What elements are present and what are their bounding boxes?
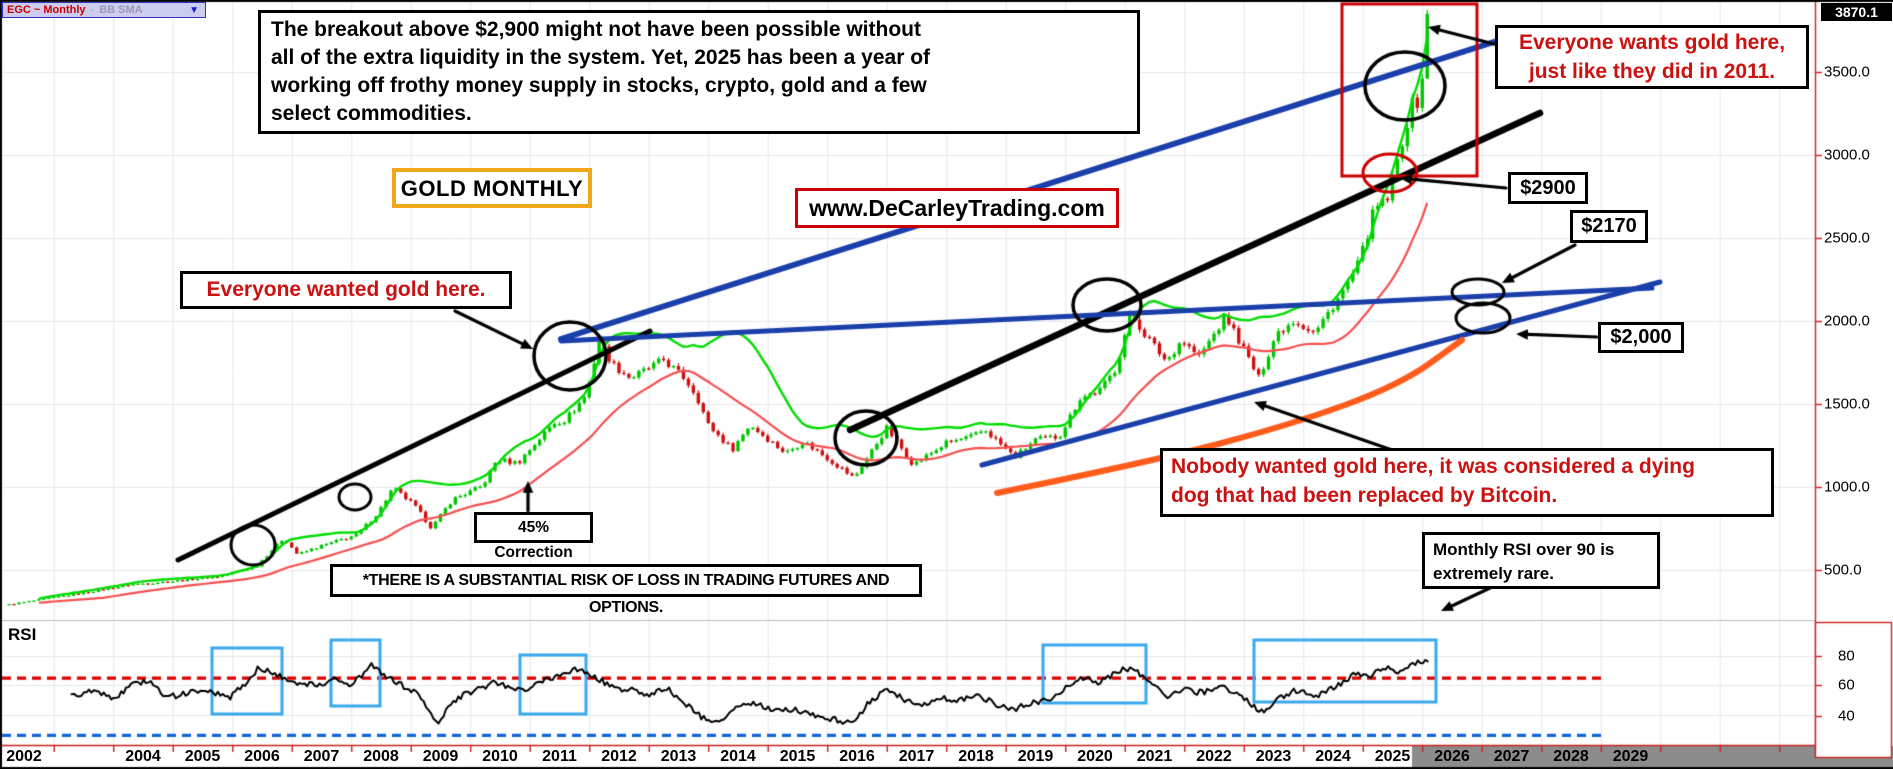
year-label: 2021 bbox=[1136, 748, 1173, 765]
rsi-tick-label: 60 bbox=[1838, 676, 1855, 694]
annotation-line: extremely rare. bbox=[1433, 563, 1554, 583]
annotation-liquidity-note[interactable]: The breakout above $2,900 might not have… bbox=[258, 10, 1140, 134]
annotation-line: Everyone wants gold here, bbox=[1518, 31, 1786, 54]
price-label-2000[interactable]: $2,000 bbox=[1598, 322, 1684, 353]
price-tick-label: 1000.0 bbox=[1824, 478, 1870, 496]
risk-disclaimer: *THERE IS A SUBSTANTIAL RISK OF LOSS IN … bbox=[330, 564, 922, 616]
year-label: 2017 bbox=[898, 748, 935, 765]
annotation-rsi-rare[interactable]: Monthly RSI over 90 is extremely rare. bbox=[1422, 532, 1660, 589]
year-label: 2022 bbox=[1196, 748, 1232, 765]
annotation-wants-now[interactable]: Everyone wants gold here, just like they… bbox=[1495, 25, 1809, 89]
annotation-line: dog that had been replaced by Bitcoin. bbox=[1171, 483, 1558, 507]
year-label: 2018 bbox=[958, 748, 994, 765]
year-label: 2015 bbox=[779, 748, 816, 765]
year-label: 2010 bbox=[482, 748, 518, 765]
rsi-pane-label: RSI bbox=[8, 625, 37, 644]
rsi-tick-label: 40 bbox=[1838, 707, 1855, 725]
year-label: 2013 bbox=[660, 748, 697, 765]
year-label: 2024 bbox=[1315, 748, 1351, 765]
rsi-tick-label: 80 bbox=[1838, 647, 1855, 665]
chevron-down-icon[interactable]: ▼ bbox=[189, 4, 199, 16]
annotation-line: all of the extra liquidity in the system… bbox=[271, 45, 931, 69]
symbol-label: EGC ~ Monthly bbox=[7, 4, 86, 16]
year-label: 2016 bbox=[839, 748, 875, 765]
year-label: 2007 bbox=[303, 748, 340, 765]
year-label: 2020 bbox=[1077, 748, 1113, 765]
price-tick-label: 1500.0 bbox=[1824, 395, 1870, 413]
annotation-line: select commodities. bbox=[271, 101, 472, 125]
price-tick-label: 3500.0 bbox=[1824, 63, 1870, 81]
price-label-2170[interactable]: $2170 bbox=[1570, 210, 1648, 243]
year-label: 2025 bbox=[1374, 748, 1411, 765]
chart-title-badge[interactable]: GOLD MONTHLY bbox=[392, 168, 592, 208]
symbol-separator: - bbox=[90, 4, 95, 16]
year-label: 2019 bbox=[1017, 748, 1054, 765]
annotation-wanted-2011[interactable]: Everyone wanted gold here. bbox=[180, 271, 512, 309]
price-tick-label: 2500.0 bbox=[1824, 229, 1870, 247]
year-label: 2006 bbox=[244, 748, 280, 765]
annotation-line: Nobody wanted gold here, it was consider… bbox=[1171, 455, 1695, 478]
price-tick-label: 500.0 bbox=[1824, 561, 1862, 579]
year-label: 2028 bbox=[1553, 748, 1589, 765]
annotation-line: working off frothy money supply in stock… bbox=[271, 73, 927, 97]
price-tick-label: 2000.0 bbox=[1824, 312, 1870, 330]
year-label: 2011 bbox=[542, 748, 577, 765]
last-price-badge: 3870.1 bbox=[1821, 3, 1892, 21]
year-label: 2026 bbox=[1434, 748, 1470, 765]
year-label: 2029 bbox=[1612, 748, 1649, 765]
annotation-line: The breakout above $2,900 might not have… bbox=[271, 18, 921, 41]
study-label: BB SMA bbox=[99, 4, 143, 16]
year-label: 2027 bbox=[1493, 748, 1530, 765]
price-label-2900[interactable]: $2900 bbox=[1508, 172, 1588, 204]
website-watermark[interactable]: www.DeCarleyTrading.com bbox=[795, 188, 1119, 228]
year-label: 2012 bbox=[601, 748, 637, 765]
year-label: 2005 bbox=[184, 748, 221, 765]
year-label: 2004 bbox=[125, 748, 161, 765]
price-tick-label: 3000.0 bbox=[1824, 146, 1870, 164]
annotation-line: just like they did in 2011. bbox=[1528, 59, 1776, 83]
year-label: 2008 bbox=[363, 748, 399, 765]
annotation-line: Monthly RSI over 90 is bbox=[1433, 540, 1615, 559]
annotation-45pct-correction[interactable]: 45% Correction bbox=[474, 512, 593, 561]
year-label: 2023 bbox=[1255, 748, 1292, 765]
symbol-study-dropdown[interactable]: EGC ~ Monthly - BB SMA ▼ bbox=[2, 2, 206, 18]
annotation-nobody-wanted[interactable]: Nobody wanted gold here, it was consider… bbox=[1160, 448, 1774, 517]
year-label: 2014 bbox=[720, 748, 756, 765]
year-label: 2009 bbox=[422, 748, 459, 765]
year-label: 2002 bbox=[6, 748, 42, 765]
